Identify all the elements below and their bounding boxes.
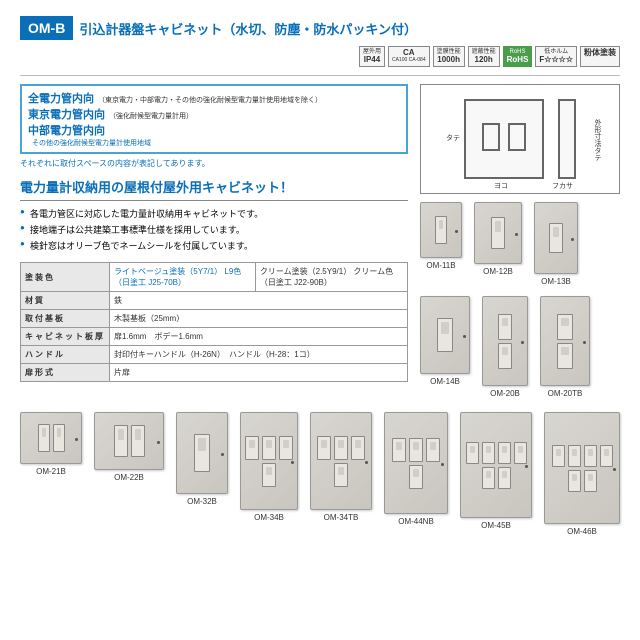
product-title: 引込計器盤キャビネット（水切、防塵・防水パッキン付） xyxy=(79,16,417,38)
product-item: OM-34TB xyxy=(310,412,372,536)
product-item: OM-22B xyxy=(94,412,164,536)
product-item: OM-46B xyxy=(544,412,620,536)
feature-bullets: 各電力管区に対応した電力量計収納用キャビネットです。接地端子は公共建築工事標準仕… xyxy=(20,207,408,252)
spec-row: 材質鉄 xyxy=(21,292,408,310)
dim-label-width: ヨコ xyxy=(494,181,508,191)
product-label: OM-11B xyxy=(426,261,455,270)
headline: 電力量計収納用の屋根付屋外用キャビネット！ xyxy=(20,177,408,201)
product-label: OM-20B xyxy=(490,389,520,398)
spec-row: 扉形式片扉 xyxy=(21,364,408,382)
product-item: OM-34B xyxy=(240,412,298,536)
product-label: OM-45B xyxy=(481,521,511,530)
product-item: OM-14B xyxy=(420,296,470,398)
product-item: OM-45B xyxy=(460,412,532,536)
product-item: OM-21B xyxy=(20,412,82,536)
product-label: OM-44NB xyxy=(398,517,434,526)
spec-row: キャビネット板厚扉1.6mm ボデー1.6mm xyxy=(21,328,408,346)
feature-bullet: 各電力管区に対応した電力量計収納用キャビネットです。 xyxy=(20,207,408,220)
product-label: OM-13B xyxy=(541,277,571,286)
spec-table: 塗装色ライトベージュ塗装（5Y7/1） L9色（日塗工 J25-70B）クリーム… xyxy=(20,262,408,382)
feature-bullet: 検針窓はオリーブ色でネームシールを付属しています。 xyxy=(20,239,408,252)
certification-row: 屋外用IP44CACA100 CA-084塗膜性能1000h遮蔽性能120hRo… xyxy=(20,46,620,67)
spec-row: 塗装色ライトベージュ塗装（5Y7/1） L9色（日塗工 J25-70B）クリーム… xyxy=(21,263,408,292)
cert-badge: 遮蔽性能120h xyxy=(468,46,500,67)
product-item: OM-44NB xyxy=(384,412,448,536)
dimension-diagram: ヨコ タテ フカサ 外形寸法タテ xyxy=(420,84,620,194)
product-item: OM-32B xyxy=(176,412,228,536)
spec-row: 取付基板木製基板（25mm） xyxy=(21,310,408,328)
product-label: OM-20TB xyxy=(548,389,583,398)
cert-badge: 粉体塗装 xyxy=(580,46,620,67)
product-item: OM-12B xyxy=(474,202,522,286)
products-bottom: OM-21B OM-22B OM-32B OM-34B OM-34TB OM-44NB OM… xyxy=(20,412,620,536)
region-note: それぞれに取付スペースの内容が表記してあります。 xyxy=(20,158,408,169)
dim-label-depth: フカサ xyxy=(552,181,573,191)
product-item: OM-11B xyxy=(420,202,462,286)
feature-bullet: 接地端子は公共建築工事標準仕様を採用しています。 xyxy=(20,223,408,236)
cert-badge: CACA100 CA-084 xyxy=(388,46,430,67)
product-label: OM-46B xyxy=(567,527,597,536)
product-code-badge: OM-B xyxy=(20,16,73,40)
title-row: OM-B 引込計器盤キャビネット（水切、防塵・防水パッキン付） xyxy=(20,16,620,40)
cert-badge: 塗膜性能1000h xyxy=(433,46,465,67)
product-item: OM-20TB xyxy=(540,296,590,398)
product-item: OM-20B xyxy=(482,296,528,398)
region-box: 全電力管内向（東京電力・中部電力・その他の強化耐候型電力量計使用地域を除く）東京… xyxy=(20,84,408,154)
divider xyxy=(20,75,620,76)
product-label: OM-12B xyxy=(483,267,513,276)
cert-badge: 低ホルムF☆☆☆☆ xyxy=(535,46,577,67)
region-row: 中部電力管内向 xyxy=(28,122,400,138)
product-label: OM-34B xyxy=(254,513,284,522)
spec-row: ハンドル封印付キーハンドル（H-26N） ハンドル（H-28：1コ） xyxy=(21,346,408,364)
cert-badge: RoHSRoHS xyxy=(503,46,533,67)
dim-label-outer-height: 外形寸法タテ xyxy=(592,119,602,161)
product-label: OM-21B xyxy=(36,467,66,476)
product-label: OM-34TB xyxy=(324,513,359,522)
product-label: OM-32B xyxy=(187,497,217,506)
cert-badge: 屋外用IP44 xyxy=(359,46,385,67)
region-row: 全電力管内向（東京電力・中部電力・その他の強化耐候型電力量計使用地域を除く） xyxy=(28,90,400,106)
product-item: OM-13B xyxy=(534,202,578,286)
products-top: OM-11B OM-12B OM-13B OM-14B OM-20B OM-20TB xyxy=(420,202,620,398)
dim-label-height: タテ xyxy=(446,133,460,143)
region-row: 東京電力管内向（強化耐候型電力量計用） xyxy=(28,106,400,122)
product-label: OM-22B xyxy=(114,473,144,482)
product-label: OM-14B xyxy=(430,377,460,386)
